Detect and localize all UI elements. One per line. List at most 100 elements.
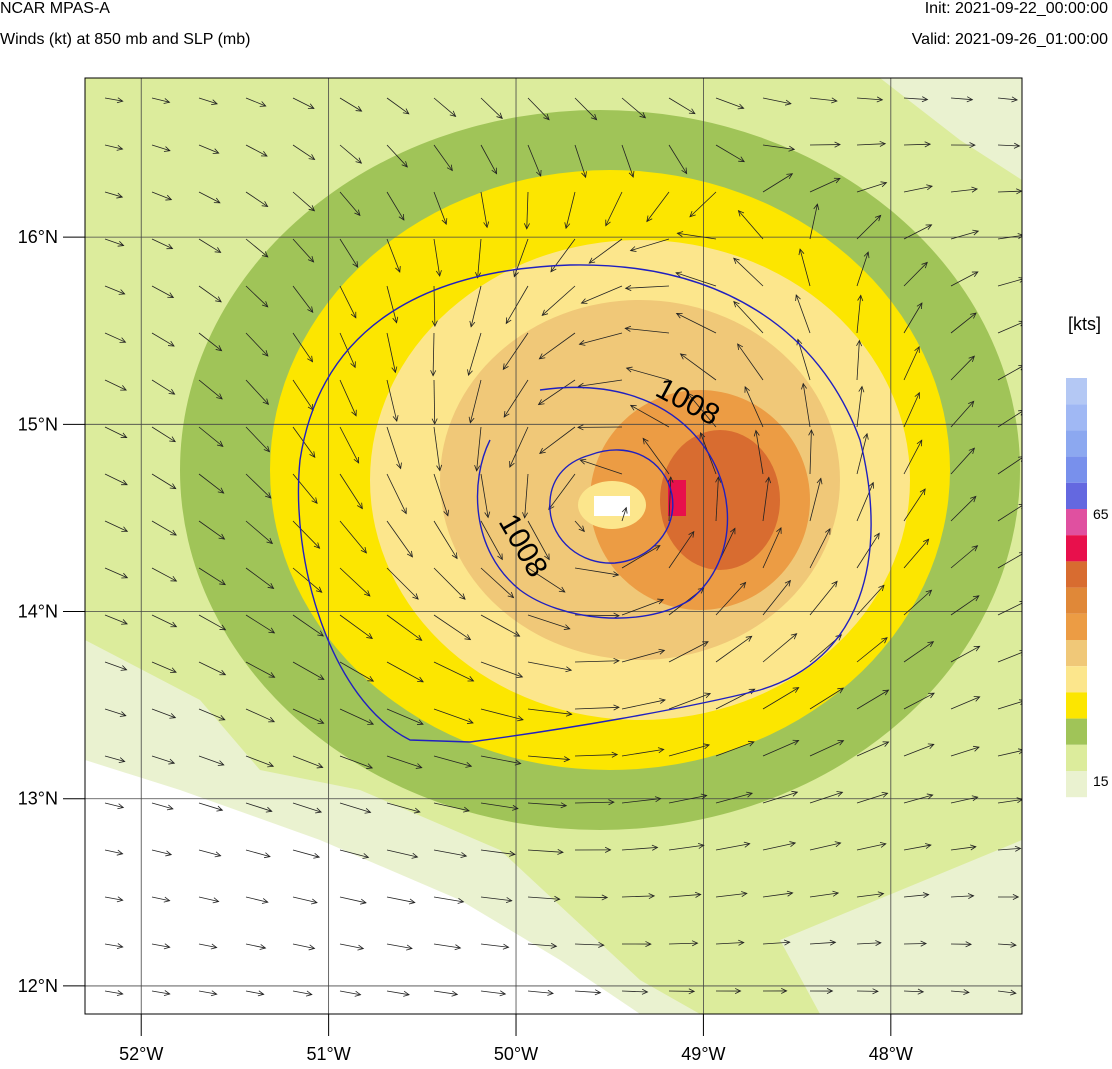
wind-arrow xyxy=(433,426,443,472)
wind-arrow xyxy=(433,191,448,226)
wind-arrow xyxy=(527,708,573,717)
wind-arrow xyxy=(997,142,1021,149)
colorbar-box xyxy=(1066,666,1087,693)
wind-arrow xyxy=(675,313,717,334)
wind-arrow xyxy=(605,191,623,227)
wind-arrow xyxy=(715,841,751,851)
wind-arrow xyxy=(433,238,442,277)
wind-arrow xyxy=(292,144,316,160)
wind-arrow xyxy=(245,708,276,723)
wind-arrow xyxy=(527,989,554,996)
wind-arrow xyxy=(795,294,811,334)
wind-arrow xyxy=(715,988,742,995)
wind-arrow xyxy=(903,843,932,851)
colorbar-box xyxy=(1066,509,1087,536)
wind-arrow xyxy=(104,191,124,199)
wind-arrow xyxy=(903,391,920,428)
wind-arrow xyxy=(903,692,935,710)
wind-arrow xyxy=(856,637,888,663)
wind-arrow xyxy=(480,849,516,857)
wind-arrow xyxy=(480,990,507,997)
wind-arrow xyxy=(715,740,755,757)
wind-arrow xyxy=(104,520,129,532)
wind-arrow xyxy=(625,366,670,381)
wind-arrow xyxy=(668,97,696,115)
wind-arrow xyxy=(245,802,273,813)
wind-arrow xyxy=(950,312,977,334)
wind-arrow xyxy=(668,641,709,663)
wind-arrow xyxy=(339,614,373,640)
wind-arrow xyxy=(480,896,513,904)
wind-arrow xyxy=(997,894,1020,900)
wind-arrow xyxy=(715,581,747,616)
wind-arrow xyxy=(151,567,178,582)
map-subtitle: Winds (kt) at 850 mb and SLP (mb) xyxy=(0,31,251,48)
wind-arrow xyxy=(737,209,764,240)
wind-arrow xyxy=(151,755,176,765)
wind-arrow xyxy=(503,379,529,418)
wind-arrow xyxy=(903,439,923,475)
colorbar-box xyxy=(1066,613,1087,640)
wind-arrow xyxy=(198,238,222,253)
wind-arrow xyxy=(527,614,571,630)
wind-arrow xyxy=(245,191,269,208)
wind-arrow xyxy=(104,849,124,856)
wind-arrow xyxy=(668,743,711,757)
wind-arrow xyxy=(997,277,1022,287)
wind-arrow xyxy=(997,797,1022,804)
wind-arrow xyxy=(809,740,845,757)
wind-arrow xyxy=(856,940,882,947)
wind-arrow xyxy=(856,140,887,147)
wind-arrow xyxy=(950,447,976,475)
wind-arrow xyxy=(151,97,171,104)
wind-arrow xyxy=(151,614,178,628)
wind-arrow xyxy=(856,481,874,522)
wind-arrow xyxy=(950,595,980,616)
wind-arrow xyxy=(386,238,401,273)
colorbar-box xyxy=(1066,692,1087,719)
wind-arrow xyxy=(809,841,842,851)
wind-arrow xyxy=(339,567,371,597)
wind-arrow xyxy=(469,285,482,328)
wind-arrow xyxy=(104,990,124,997)
wind-arrow xyxy=(339,144,363,164)
colorbar xyxy=(1066,378,1087,798)
wind-arrow xyxy=(245,943,267,950)
wind-arrow xyxy=(104,661,128,671)
wind-arrow xyxy=(997,650,1022,663)
wind-arrow xyxy=(151,520,177,536)
wind-arrow xyxy=(386,97,410,115)
wind-arrow xyxy=(762,687,800,710)
colorbar-box xyxy=(1066,482,1087,509)
wind-arrow xyxy=(151,896,171,903)
lat-tick-label: 12°N xyxy=(18,976,58,996)
wind-arrow xyxy=(505,285,529,325)
wind-arrow xyxy=(997,233,1022,240)
wind-arrow xyxy=(245,97,267,107)
wind-arrow xyxy=(574,989,602,996)
wind-arrow xyxy=(679,353,717,381)
wind-arrow xyxy=(856,214,882,240)
wind-arrow xyxy=(151,238,174,250)
plot-area: 1008 1008 xyxy=(85,78,1022,1014)
wind-arrow xyxy=(198,943,218,950)
wind-arrow xyxy=(104,708,127,717)
wind-arrow xyxy=(997,456,1022,475)
wind-arrow xyxy=(386,332,398,374)
lon-tick-label: 52°W xyxy=(119,1044,163,1064)
slp-contour-1008 xyxy=(297,264,872,743)
wind-arrow xyxy=(668,988,696,995)
wind-arrow xyxy=(292,285,314,314)
wind-arrow xyxy=(574,751,619,758)
wind-arrow xyxy=(198,379,223,400)
wind-arrow xyxy=(903,743,935,757)
wind-arrow xyxy=(624,325,670,334)
wind-arrow xyxy=(668,144,688,175)
wind-arrow xyxy=(809,177,841,193)
wind-arrow xyxy=(856,988,879,995)
wind-arrow xyxy=(386,849,419,859)
wind-arrow xyxy=(480,755,522,766)
valid-time: Valid: 2021-09-26_01:00:00 xyxy=(911,31,1108,48)
wind-arrow xyxy=(950,495,977,522)
wind-arrow xyxy=(433,144,453,172)
